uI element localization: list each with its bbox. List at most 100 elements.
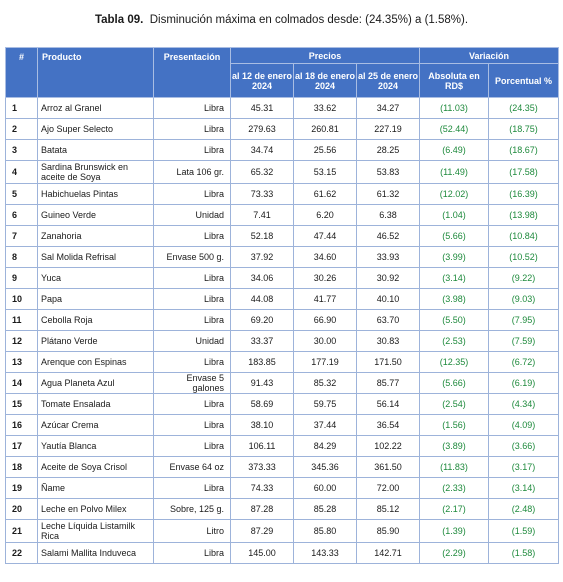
- price-jan18-cell: 85.32: [293, 372, 357, 394]
- price-table: # Producto Presentación Precios Variació…: [5, 47, 560, 564]
- price-jan18-cell: 61.62: [293, 183, 357, 205]
- row-number: 11: [5, 309, 38, 331]
- table-row: 7 Zanahoria Libra 52.18 47.44 46.52 (5.66) (10.…: [5, 225, 560, 247]
- presentation-cell: Libra: [153, 477, 231, 499]
- product-cell: Papa: [37, 288, 154, 310]
- price-jan25-cell: 28.25: [355, 139, 421, 161]
- price-jan18-cell: 59.75: [293, 393, 357, 415]
- price-jan12-cell: 106.11: [230, 435, 294, 457]
- row-number: 12: [5, 330, 38, 352]
- row-number: 21: [5, 519, 38, 543]
- product-cell: Salami Mallita Induveca: [37, 542, 154, 564]
- variation-absolute-cell: (1.04): [419, 204, 490, 226]
- variation-percent-cell: (3.66): [488, 435, 560, 457]
- table-row: 11 Cebolla Roja Libra 69.20 66.90 63.70 (5.50)…: [5, 309, 560, 331]
- row-number: 6: [5, 204, 38, 226]
- product-cell: Arroz al Granel: [37, 97, 154, 119]
- table-row: 19 Ñame Libra 74.33 60.00 72.00 (2.33) (3.14): [5, 477, 560, 499]
- price-jan12-cell: 65.32: [230, 160, 294, 184]
- price-jan25-cell: 85.90: [355, 519, 421, 543]
- price-jan18-cell: 66.90: [293, 309, 357, 331]
- presentation-cell: Envase 500 g.: [153, 246, 231, 268]
- row-number: 19: [5, 477, 38, 499]
- row-number: 2: [5, 118, 38, 140]
- variation-absolute-cell: (2.53): [419, 330, 490, 352]
- price-jan12-cell: 87.29: [230, 519, 294, 543]
- presentation-cell: Libra: [153, 97, 231, 119]
- price-jan12-cell: 34.06: [230, 267, 294, 289]
- variation-absolute-cell: (5.66): [419, 225, 490, 247]
- presentation-cell: Libra: [153, 288, 231, 310]
- variation-percent-cell: (17.58): [488, 160, 560, 184]
- table-row: 17 Yautía Blanca Libra 106.11 84.29 102.22 (3.…: [5, 435, 560, 457]
- presentation-cell: Libra: [153, 542, 231, 564]
- row-number: 17: [5, 435, 38, 457]
- product-cell: Habichuelas Pintas: [37, 183, 154, 205]
- presentation-cell: Libra: [153, 139, 231, 161]
- price-jan25-cell: 40.10: [355, 288, 421, 310]
- price-jan18-cell: 34.60: [293, 246, 357, 268]
- presentation-cell: Unidad: [153, 204, 231, 226]
- row-number: 7: [5, 225, 38, 247]
- table-row: 14 Agua Planeta Azul Envase 5 galones 91.43…: [5, 372, 560, 394]
- variation-percent-cell: (6.72): [488, 351, 560, 373]
- price-jan12-cell: 58.69: [230, 393, 294, 415]
- price-jan18-cell: 345.36: [293, 456, 357, 478]
- price-jan25-cell: 85.77: [355, 372, 421, 394]
- product-cell: Aceite de Soya Crisol: [37, 456, 154, 478]
- table-row: 16 Azúcar Crema Libra 38.10 37.44 36.54 (1.56)…: [5, 414, 560, 436]
- product-cell: Plátano Verde: [37, 330, 154, 352]
- price-jan18-cell: 84.29: [293, 435, 357, 457]
- price-jan25-cell: 102.22: [355, 435, 421, 457]
- price-jan12-cell: 38.10: [230, 414, 294, 436]
- header-date-3: al 25 de enero 2024: [355, 63, 421, 98]
- product-cell: Ajo Super Selecto: [37, 118, 154, 140]
- table-row: 20 Leche en Polvo Milex Sobre, 125 g. 87.28…: [5, 498, 560, 520]
- product-cell: Sardina Brunswick en aceite de Soya: [37, 160, 154, 184]
- price-jan25-cell: 56.14: [355, 393, 421, 415]
- product-cell: Azúcar Crema: [37, 414, 154, 436]
- presentation-cell: Libra: [153, 351, 231, 373]
- table-caption: Tabla 09. Disminución máxima en colmados…: [0, 14, 563, 26]
- header-date-1: al 12 de enero 2024: [230, 63, 294, 98]
- variation-absolute-cell: (3.98): [419, 288, 490, 310]
- product-cell: Arenque con Espinas: [37, 351, 154, 373]
- price-jan18-cell: 41.77: [293, 288, 357, 310]
- presentation-cell: Libra: [153, 393, 231, 415]
- variation-percent-cell: (9.22): [488, 267, 560, 289]
- row-number: 5: [5, 183, 38, 205]
- row-number: 8: [5, 246, 38, 268]
- header-presentacion: Presentación: [153, 47, 231, 98]
- variation-percent-cell: (3.17): [488, 456, 560, 478]
- presentation-cell: Unidad: [153, 330, 231, 352]
- variation-absolute-cell: (2.17): [419, 498, 490, 520]
- variation-percent-cell: (4.09): [488, 414, 560, 436]
- variation-absolute-cell: (12.35): [419, 351, 490, 373]
- product-cell: Zanahoria: [37, 225, 154, 247]
- header-porcentual: Porcentual %: [488, 63, 560, 98]
- price-jan12-cell: 33.37: [230, 330, 294, 352]
- variation-absolute-cell: (1.56): [419, 414, 490, 436]
- product-cell: Sal Molida Refrisal: [37, 246, 154, 268]
- price-jan18-cell: 30.26: [293, 267, 357, 289]
- presentation-cell: Libra: [153, 118, 231, 140]
- variation-absolute-cell: (1.39): [419, 519, 490, 543]
- price-jan12-cell: 7.41: [230, 204, 294, 226]
- variation-absolute-cell: (12.02): [419, 183, 490, 205]
- price-jan12-cell: 34.74: [230, 139, 294, 161]
- header-variacion: Variación: [419, 47, 560, 64]
- variation-percent-cell: (1.58): [488, 542, 560, 564]
- variation-absolute-cell: (3.89): [419, 435, 490, 457]
- row-number: 10: [5, 288, 38, 310]
- variation-absolute-cell: (6.49): [419, 139, 490, 161]
- table-row: 13 Arenque con Espinas Libra 183.85 177.19 17…: [5, 351, 560, 373]
- variation-absolute-cell: (2.29): [419, 542, 490, 564]
- variation-absolute-cell: (11.49): [419, 160, 490, 184]
- price-jan18-cell: 25.56: [293, 139, 357, 161]
- row-number: 16: [5, 414, 38, 436]
- table-row: 8 Sal Molida Refrisal Envase 500 g. 37.92 3…: [5, 246, 560, 268]
- price-jan12-cell: 74.33: [230, 477, 294, 499]
- product-cell: Yautía Blanca: [37, 435, 154, 457]
- caption-label: Tabla 09.: [94, 14, 144, 26]
- variation-percent-cell: (3.14): [488, 477, 560, 499]
